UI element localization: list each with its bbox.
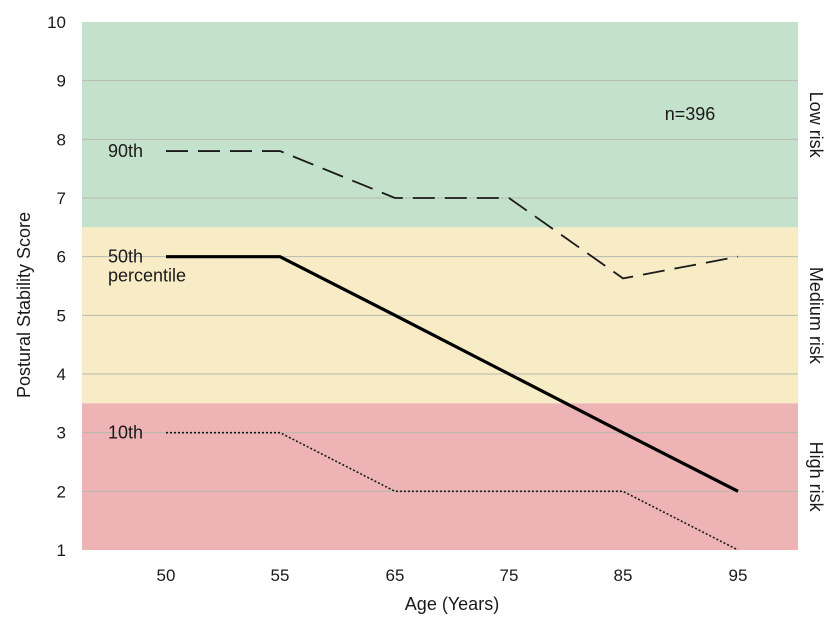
y-tick-label: 1 — [57, 541, 66, 560]
y-tick-label: 4 — [57, 365, 66, 384]
x-tick-label: 50 — [157, 566, 176, 585]
risk-zones — [82, 22, 798, 550]
zone-labels: Low risk Medium risk High risk — [806, 92, 826, 513]
percentile-lines — [166, 150, 739, 551]
x-tick-label: 75 — [500, 566, 519, 585]
y-tick-labels: 1 2 3 4 5 6 7 8 9 10 — [47, 13, 66, 560]
y-tick-label: 10 — [47, 13, 66, 32]
zone-label: Low risk — [806, 92, 826, 159]
y-tick-label: 8 — [57, 130, 66, 149]
gridlines — [82, 80, 798, 492]
series-label: 10th — [108, 423, 143, 443]
y-tick-label: 9 — [57, 72, 66, 91]
y-axis-label: Postural Stability Score — [14, 212, 34, 398]
zone-low-risk — [82, 22, 798, 228]
sample-size-annotation: n=396 — [665, 104, 716, 124]
series-line-50th — [166, 255, 739, 493]
series-label: 50th — [108, 247, 143, 267]
y-tick-label: 3 — [57, 424, 66, 443]
x-tick-labels: 50 55 65 75 85 95 — [157, 566, 748, 585]
x-axis-label: Age (Years) — [405, 594, 499, 614]
series-label: 90th — [108, 141, 143, 161]
y-tick-label: 6 — [57, 248, 66, 267]
y-tick-label: 5 — [57, 306, 66, 325]
y-tick-label: 7 — [57, 189, 66, 208]
x-tick-label: 95 — [729, 566, 748, 585]
x-tick-label: 65 — [386, 566, 405, 585]
zone-label: Medium risk — [806, 267, 826, 365]
series-line-10th — [166, 431, 739, 551]
x-tick-label: 85 — [614, 566, 633, 585]
zone-high-risk — [82, 403, 798, 550]
x-tick-label: 55 — [271, 566, 290, 585]
y-tick-label: 2 — [57, 482, 66, 501]
zone-label: High risk — [806, 442, 826, 513]
series-label: percentile — [108, 266, 186, 286]
series-line-90th — [166, 150, 739, 280]
